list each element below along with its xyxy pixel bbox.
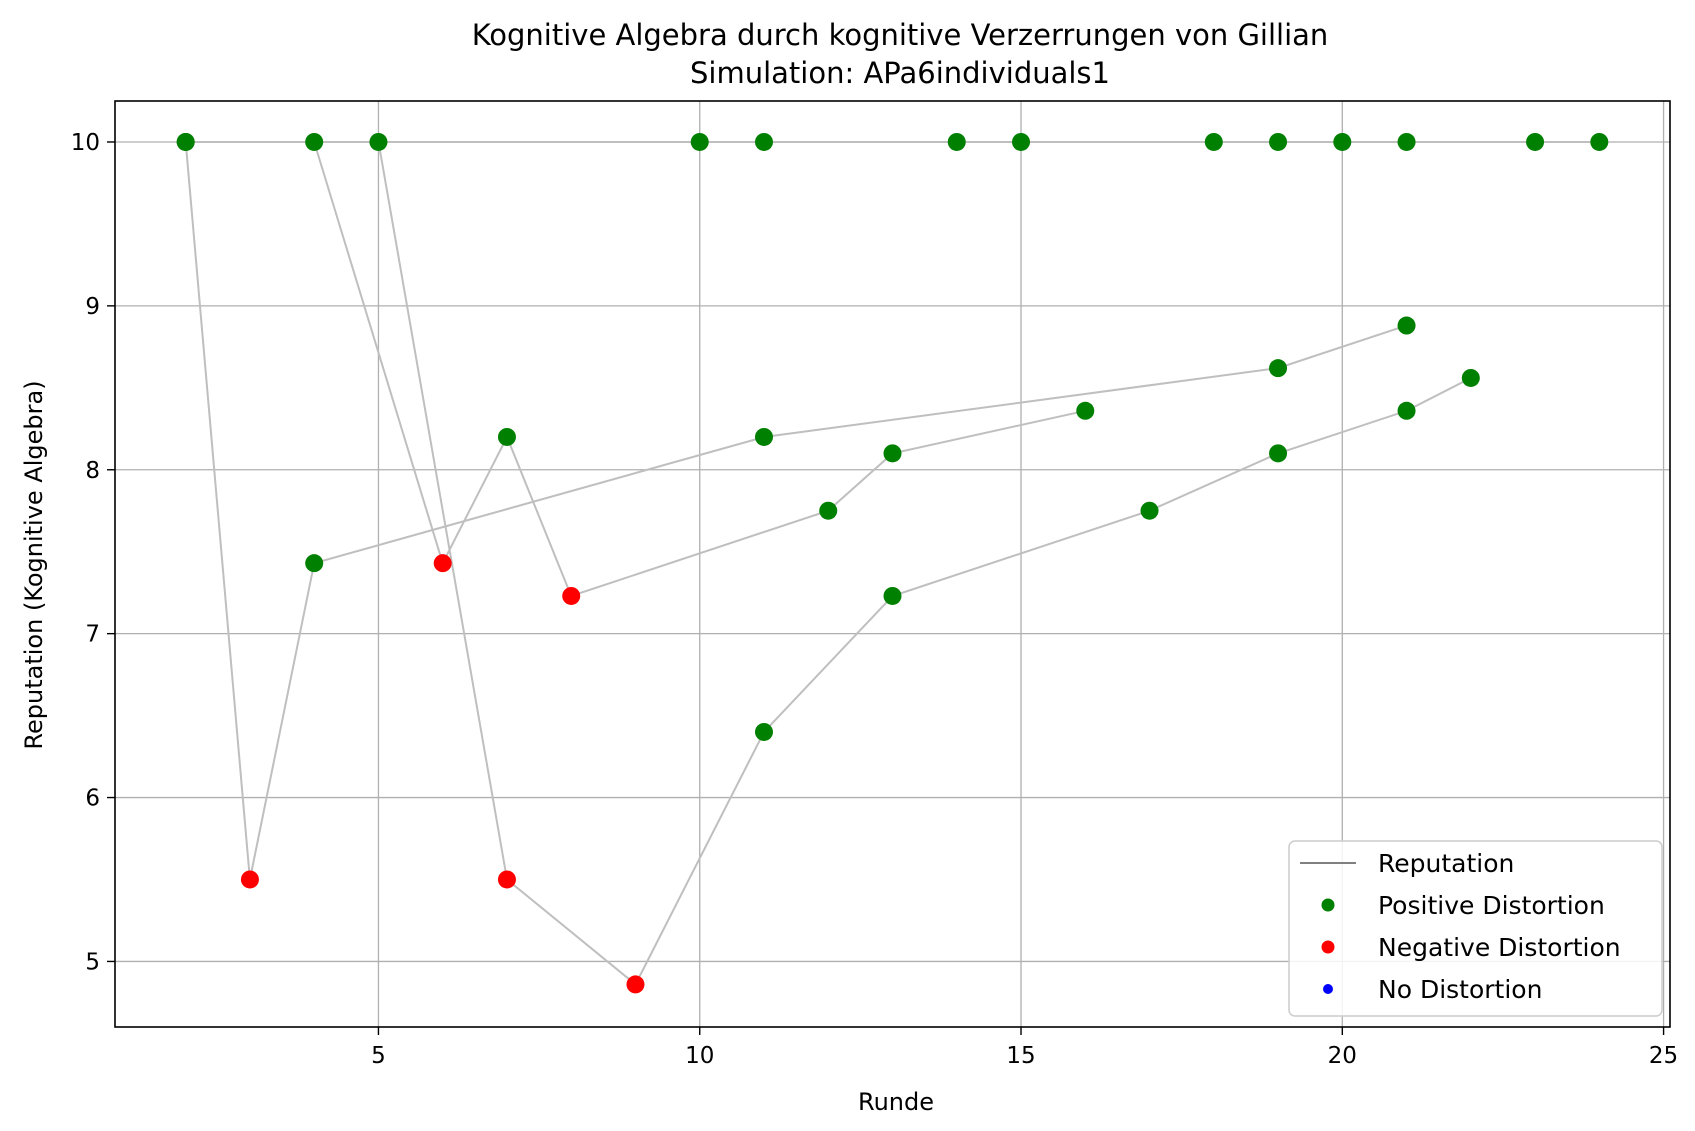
- data-point-positive: [1140, 501, 1159, 520]
- x-tick-label: 15: [1006, 1043, 1035, 1069]
- data-point-positive: [883, 586, 902, 605]
- y-tick-label: 7: [85, 622, 100, 648]
- chart-title: Kognitive Algebra durch kognitive Verzer…: [472, 18, 1329, 52]
- y-tick-label: 9: [85, 294, 100, 320]
- data-point-positive: [754, 722, 773, 741]
- data-point-positive: [1269, 132, 1288, 151]
- data-point-positive: [176, 132, 195, 151]
- data-point-positive: [1012, 132, 1031, 151]
- legend-negative-label: Negative Distortion: [1378, 933, 1621, 962]
- data-point-positive: [1590, 132, 1609, 151]
- legend: Reputation Positive Distortion Negative …: [1288, 840, 1663, 1017]
- legend-negative-marker: [1321, 940, 1335, 954]
- data-point-positive: [819, 501, 838, 520]
- data-point-positive: [1397, 401, 1416, 420]
- data-point-negative: [626, 975, 645, 994]
- data-point-positive: [1204, 132, 1223, 151]
- legend-reputation-label: Reputation: [1378, 849, 1514, 878]
- x-tick-label: 20: [1328, 1043, 1357, 1069]
- y-tick-label: 5: [85, 949, 100, 975]
- data-point-negative: [562, 586, 581, 605]
- x-tick-label: 25: [1649, 1043, 1678, 1069]
- legend-none-marker: [1323, 984, 1333, 994]
- data-point-positive: [369, 132, 388, 151]
- legend-none-label: No Distortion: [1378, 975, 1542, 1004]
- distortion-markers: [176, 132, 1609, 994]
- data-point-positive: [305, 132, 324, 151]
- data-point-positive: [1397, 132, 1416, 151]
- x-tick-label: 5: [371, 1043, 386, 1069]
- y-tick-label: 8: [85, 458, 100, 484]
- data-point-positive: [883, 444, 902, 463]
- data-point-positive: [305, 554, 324, 573]
- data-point-positive: [754, 427, 773, 446]
- data-point-positive: [1269, 359, 1288, 378]
- plot-frame: [114, 100, 1671, 1028]
- data-point-positive: [1076, 401, 1095, 420]
- data-point-positive: [754, 132, 773, 151]
- data-point-positive: [1397, 316, 1416, 335]
- axis-ticks: 5 10 15 20 25 5 6 7 8 9 10: [71, 130, 1678, 1069]
- data-point-positive: [1526, 132, 1545, 151]
- data-point-positive: [947, 132, 966, 151]
- x-axis-label: Runde: [858, 1088, 934, 1116]
- x-tick-label: 10: [685, 1043, 714, 1069]
- y-axis-label: Reputation (Kognitive Algebra): [20, 380, 48, 749]
- data-point-negative: [497, 870, 516, 889]
- legend-positive-marker: [1321, 898, 1335, 912]
- data-point-positive: [497, 427, 516, 446]
- legend-box: [1288, 840, 1663, 1017]
- legend-positive-label: Positive Distortion: [1378, 891, 1605, 920]
- data-point-positive: [1461, 368, 1480, 387]
- data-point-negative: [240, 870, 259, 889]
- data-point-positive: [1333, 132, 1352, 151]
- data-point-positive: [1269, 444, 1288, 463]
- data-point-negative: [433, 554, 452, 573]
- y-tick-label: 10: [71, 130, 100, 156]
- reputation-series-line: [184, 141, 1407, 880]
- chart-subtitle: Simulation: APa6individuals1: [690, 56, 1110, 90]
- data-point-positive: [690, 132, 709, 151]
- y-tick-label: 6: [85, 786, 100, 812]
